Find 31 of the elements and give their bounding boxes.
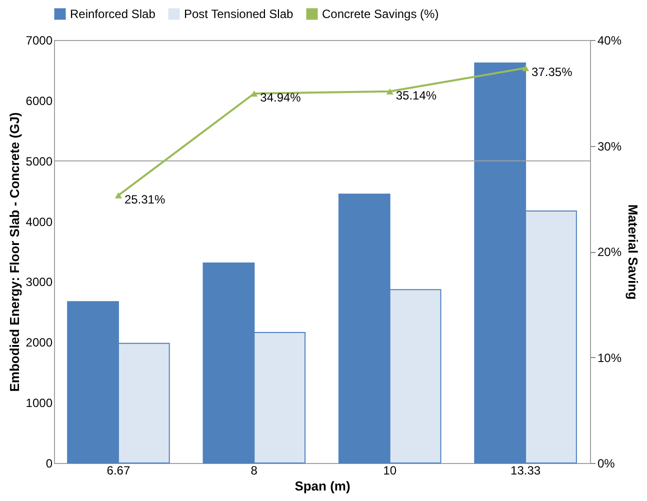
y-tick-label: 1000 xyxy=(26,396,53,410)
y2-tick-label: 30% xyxy=(598,139,622,154)
x-tick-label: 6.67 xyxy=(106,464,130,478)
data-label: 34.94% xyxy=(260,90,302,105)
y2-tick-label: 0% xyxy=(598,456,616,470)
x-tick-label: 13.33 xyxy=(510,464,541,478)
legend-label: Reinforced Slab xyxy=(70,7,156,21)
legend-label: Concrete Savings (%) xyxy=(322,7,439,21)
x-axis-title: Span (m) xyxy=(294,478,350,494)
y-axis-title: Embodied Energy: Floor Slab - Concrete (GJ) xyxy=(6,112,22,392)
y-tick-label: 4000 xyxy=(26,214,53,229)
y-tick-label: 5000 xyxy=(26,154,53,168)
data-label: 25.31% xyxy=(124,192,166,206)
x-tick-label: 8 xyxy=(250,464,258,478)
x-tick-label: 10 xyxy=(383,464,397,478)
y-tick-label: 6000 xyxy=(26,94,53,108)
y2-tick-label: 20% xyxy=(598,245,622,259)
y2-axis-title: Material Saving xyxy=(626,204,641,300)
point xyxy=(522,64,530,72)
point xyxy=(250,90,258,97)
legend-label: Post Tensioned Slab xyxy=(184,7,294,21)
y2-tick-label: 10% xyxy=(598,350,622,365)
y-tick-label: 7000 xyxy=(26,34,53,48)
y-tick-label: 0 xyxy=(46,456,53,470)
data-label: 35.14% xyxy=(396,88,437,102)
point xyxy=(114,192,122,198)
data-label: 37.35% xyxy=(532,65,573,80)
y-tick-label: 2000 xyxy=(26,336,53,350)
y-tick-label: 3000 xyxy=(26,275,53,290)
point xyxy=(386,88,394,94)
y2-tick-label: 40% xyxy=(598,34,622,48)
